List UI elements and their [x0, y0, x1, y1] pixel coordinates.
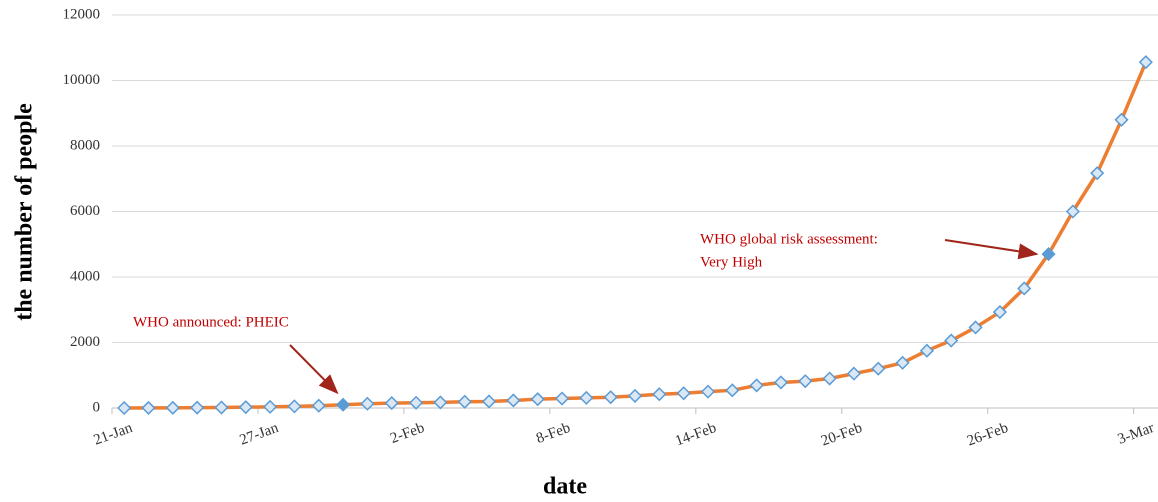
y-tick-label: 12000 [63, 6, 101, 22]
marker [968, 320, 983, 335]
marker [992, 304, 1007, 320]
annotation-arrow [289, 344, 339, 395]
y-axis-title: the number of people [12, 103, 38, 321]
marker [263, 399, 278, 414]
x-tick-label: 26-Feb [965, 420, 1010, 450]
marker [676, 386, 691, 401]
marker [798, 374, 813, 389]
marker [214, 400, 229, 415]
marker [141, 400, 156, 415]
marker [287, 399, 302, 414]
marker [627, 388, 643, 403]
marker [554, 391, 570, 406]
y-tick-label: 6000 [70, 203, 100, 219]
marker [384, 396, 399, 411]
x-tick-label: 27-Jan [238, 420, 282, 449]
marker [409, 395, 424, 410]
marker [725, 383, 740, 398]
marker [481, 394, 497, 409]
x-tick-label: 14-Feb [673, 420, 718, 450]
x-tick-label: 8-Feb [534, 420, 572, 447]
x-tick-label: 2-Feb [388, 420, 426, 447]
marker [165, 400, 180, 415]
marker [652, 387, 667, 402]
marker [944, 333, 959, 348]
marker [190, 400, 205, 415]
marker [871, 361, 886, 376]
marker [336, 397, 351, 412]
marker [360, 396, 375, 411]
y-tick-label: 8000 [70, 137, 100, 153]
marker [579, 390, 594, 405]
y-tick-label: 0 [93, 399, 101, 415]
marker [919, 343, 934, 358]
x-tick-label: 21-Jan [92, 420, 136, 449]
line [124, 61, 1148, 410]
marker [1114, 112, 1129, 127]
marker [530, 392, 545, 407]
marker [311, 398, 326, 413]
marker [238, 400, 253, 415]
marker [1065, 204, 1080, 219]
annotation: WHO global risk assessment: [700, 231, 878, 247]
marker [822, 371, 837, 386]
marker [603, 390, 618, 405]
x-tick-label: 3-Mar [1116, 420, 1157, 448]
marker [457, 394, 472, 409]
marker [117, 400, 132, 416]
marker [1017, 281, 1032, 296]
marker [700, 384, 716, 399]
y-tick-label: 10000 [63, 72, 101, 88]
marker [1138, 55, 1153, 70]
y-tick-label: 2000 [70, 334, 100, 350]
annotation: WHO announced: PHEIC [133, 314, 289, 330]
marker [1090, 166, 1105, 181]
x-tick-label: 20-Feb [819, 420, 864, 450]
marker [1041, 247, 1056, 262]
y-tick-label: 4000 [70, 268, 100, 284]
marker [506, 393, 521, 408]
marker [895, 355, 910, 370]
annotation-arrow [944, 239, 1039, 260]
marker [846, 366, 861, 381]
marker [749, 378, 764, 393]
x-axis-title: date [543, 474, 587, 500]
marker [433, 395, 448, 410]
marker [773, 375, 789, 390]
annotation: Very High [700, 254, 763, 270]
